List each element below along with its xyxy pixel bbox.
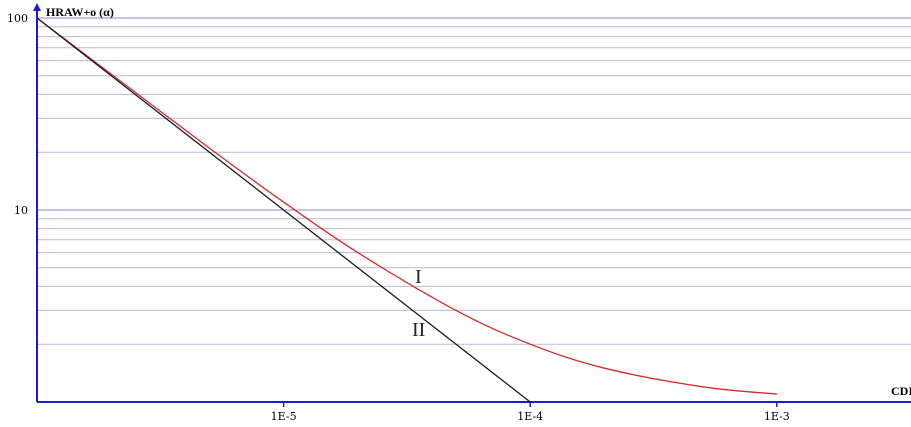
y-axis-arrow-icon: [33, 3, 41, 11]
series-lines: [36, 17, 777, 403]
series-label-I: I: [415, 266, 422, 288]
series-line-I: [36, 17, 777, 395]
y-tick-label: 10: [14, 204, 28, 217]
x-tick-label: 1E-4: [517, 410, 543, 423]
x-tick-label: 1E-5: [271, 410, 297, 423]
series-line-II: [36, 17, 531, 403]
y-tick-label: 100: [7, 12, 28, 25]
x-axis-label: CDI: [891, 384, 911, 398]
grid-lines: [37, 17, 911, 345]
x-tick-label: 1E-3: [764, 410, 790, 423]
axes: [33, 3, 911, 407]
y-axis-label: HRAW+o (α): [46, 5, 114, 19]
series-label-II: II: [412, 319, 425, 341]
